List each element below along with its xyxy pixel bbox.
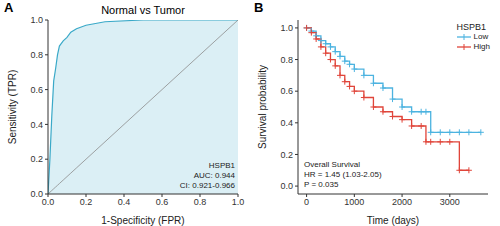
html-text:Normal vs Tumor: Normal vs Tumor (101, 4, 185, 16)
html-text:Overall Survival: Overall Survival (304, 160, 360, 169)
svg-text:Survival probability: Survival probability (257, 65, 268, 149)
svg-text:0.2: 0.2 (80, 197, 93, 207)
svg-text:1-Specificity (FPR): 1-Specificity (FPR) (101, 215, 184, 226)
svg-text:1.0: 1.0 (232, 197, 245, 207)
svg-text:1000: 1000 (344, 197, 364, 207)
svg-text:1.0: 1.0 (280, 23, 293, 33)
html-text:HSPB1: HSPB1 (208, 161, 235, 170)
svg-text:0: 0 (304, 197, 309, 207)
html-text:AUC: 0.944: AUC: 0.944 (193, 171, 235, 180)
svg-text:0.2: 0.2 (30, 154, 43, 164)
svg-text:0.2: 0.2 (280, 150, 293, 160)
svg-text:0.6: 0.6 (30, 85, 43, 95)
svg-text:0.4: 0.4 (30, 120, 43, 130)
svg-text:0.0: 0.0 (280, 181, 293, 191)
html-text:A: A (4, 0, 14, 15)
html-text:CI: 0.921-0.966: CI: 0.921-0.966 (179, 181, 235, 190)
svg-text:0.4: 0.4 (280, 118, 293, 128)
html-text:B: B (254, 0, 264, 15)
html-text:High: High (473, 42, 490, 51)
html-text:P = 0.035: P = 0.035 (304, 180, 339, 189)
svg-text:Time (days): Time (days) (367, 215, 419, 226)
svg-text:1.0: 1.0 (30, 15, 43, 25)
svg-text:Sensitivity (TPR): Sensitivity (TPR) (8, 70, 18, 144)
html-text:Low: Low (473, 32, 489, 41)
svg-text:0.8: 0.8 (194, 197, 207, 207)
svg-text:0.8: 0.8 (30, 50, 43, 60)
svg-text:3000: 3000 (440, 197, 460, 207)
svg-text:0.6: 0.6 (280, 86, 293, 96)
html-text:HR = 1.45 (1.03-2.05): HR = 1.45 (1.03-2.05) (304, 170, 382, 179)
svg-text:0.0: 0.0 (30, 189, 43, 199)
html-text:HSPB1: HSPB1 (456, 22, 487, 32)
svg-text:0.4: 0.4 (118, 197, 131, 207)
svg-text:0.0: 0.0 (42, 197, 55, 207)
svg-text:0.6: 0.6 (156, 197, 169, 207)
svg-text:2000: 2000 (392, 197, 412, 207)
svg-text:0.8: 0.8 (280, 55, 293, 65)
